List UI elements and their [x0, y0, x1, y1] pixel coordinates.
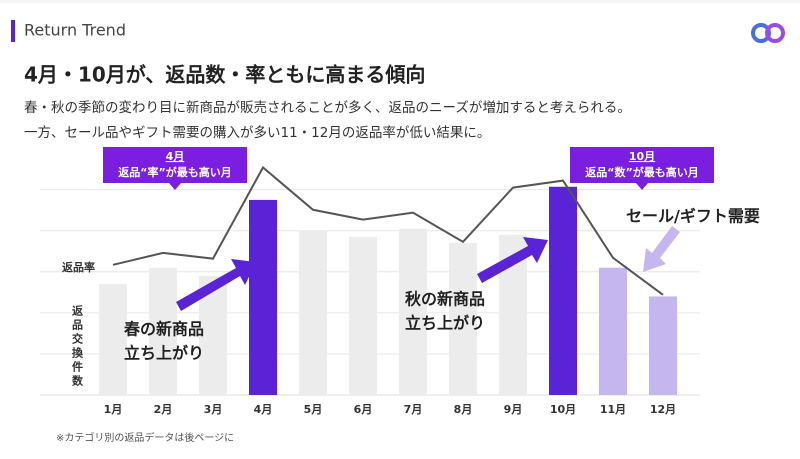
callout-tip [169, 183, 181, 190]
chart-title: 4月・10月が、返品数・率ともに高まる傾向 [24, 63, 425, 87]
x-tick-label: 8月 [454, 403, 473, 416]
callout-box [570, 147, 714, 183]
callout-text: 4月 [166, 150, 185, 163]
annotation: セール/ギフト需要 [626, 207, 760, 226]
x-tick-label: 10月 [550, 403, 576, 416]
x-tick-label: 4月 [254, 403, 273, 416]
bar [99, 284, 127, 395]
x-tick-label: 5月 [304, 403, 323, 416]
x-tick-label: 2月 [154, 403, 173, 416]
annotation: 春の新商品 [123, 320, 204, 339]
x-tick-label: 12月 [650, 403, 676, 416]
arrow [477, 237, 548, 283]
top-band [0, 0, 800, 3]
logo [751, 23, 785, 43]
section-marker [11, 20, 15, 42]
callout-tip [636, 183, 648, 190]
bar [649, 296, 677, 395]
line [112, 165, 664, 296]
bar [249, 199, 277, 395]
y-axis-label: 返品交換件数 [71, 304, 84, 389]
callout-box [103, 147, 247, 183]
bar [549, 186, 577, 395]
bar [449, 243, 477, 395]
annotation: 立ち上がり [405, 314, 485, 333]
arrow [643, 226, 680, 272]
x-tick-label: 11月 [600, 403, 626, 416]
annotation: 秋の新商品 [405, 290, 485, 309]
subtitle: 春・秋の季節の変わり目に新商品が販売されることが多く、返品のニーズが増加すると考… [24, 99, 631, 116]
bar [399, 228, 427, 395]
callout-text: 10月 [629, 150, 655, 163]
x-tick-label: 3月 [204, 403, 223, 416]
x-tick-label: 9月 [504, 403, 523, 416]
arrow [176, 259, 256, 311]
subtitle: 一方、セール品やギフト需要の購入が多い11・12月の返品率が低い結果に。 [24, 124, 490, 141]
annotation: 立ち上がり [124, 344, 204, 363]
bar [599, 267, 627, 395]
series-label: 返品率 [62, 260, 95, 274]
x-tick-label: 6月 [354, 403, 373, 416]
logo-ring [765, 23, 785, 43]
bar [299, 230, 327, 395]
bar [349, 236, 377, 395]
footnote: ※カテゴリ別の返品データは後ページに [56, 431, 234, 444]
bar [149, 267, 177, 395]
section-title: Return Trend [24, 21, 126, 40]
x-tick-label: 7月 [404, 403, 423, 416]
callout-text: 返品“数”が最も高い月 [585, 165, 698, 179]
x-tick-label: 1月 [104, 403, 123, 416]
callout-text: 返品“率”が最も高い月 [118, 165, 231, 179]
